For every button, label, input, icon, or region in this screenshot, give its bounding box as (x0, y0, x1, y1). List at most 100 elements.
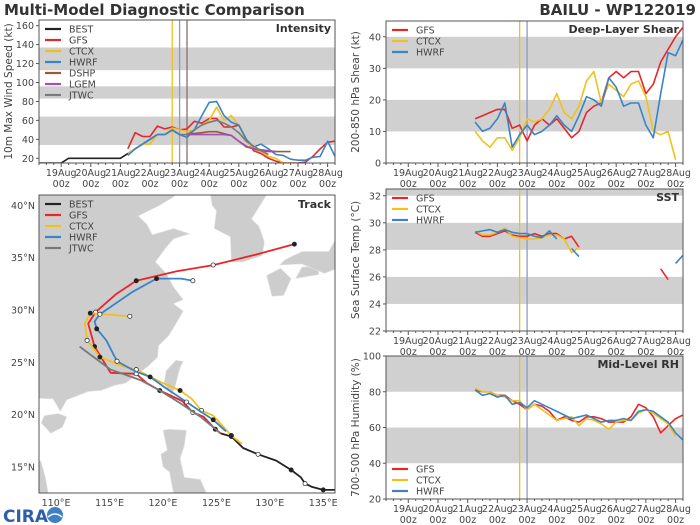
x-tick-label-hour: 00z (112, 179, 129, 190)
legend-label-ctcx: CTCX (416, 476, 442, 487)
x-tick-label-hour: 00z (289, 179, 306, 190)
legend-label-ctcx: CTCX (69, 222, 95, 233)
legend-label-ctcx: CTCX (69, 47, 95, 58)
x-tick-label-date: 25Aug (223, 168, 254, 179)
x-tick-label-hour: 00z (141, 179, 158, 190)
x-tick-label-hour: 00z (578, 179, 595, 190)
y-tick-label: 40 (369, 459, 381, 470)
x-tick-label-hour: 00z (608, 179, 625, 190)
legend-label-gfs: GFS (69, 211, 88, 222)
y-tick-label: 40 (369, 32, 381, 43)
y-tick-label: 20 (369, 495, 381, 506)
x-tick-label-date: 20Aug (423, 168, 454, 179)
land-china (39, 195, 191, 412)
panel-title: Intensity (276, 22, 331, 35)
plot-area (386, 356, 683, 499)
x-tick-label-hour: 00z (260, 179, 277, 190)
legend-label-hwrf: HWRF (69, 233, 98, 244)
shear-panel: 01020304019Aug00z20Aug00z21Aug00z22Aug00… (350, 20, 691, 190)
x-tick-label-date: 26Aug (601, 504, 632, 515)
map-frame (38, 194, 336, 494)
x-tick-label-hour: 00z (608, 515, 625, 525)
y-axis-label: 200-850 hPa Shear (kt) (350, 31, 362, 153)
x-tick-label-date: 22Aug (482, 504, 513, 515)
x-tick-label-date: 27Aug (631, 336, 662, 347)
x-tick-label-hour: 00z (489, 347, 506, 358)
x-tick-label-hour: 00z (230, 179, 247, 190)
x-tick-label-date: 21Aug (452, 168, 483, 179)
y-tick-label: 60 (369, 423, 381, 434)
track-point-marker (97, 311, 103, 317)
x-tick-label-date: 24Aug (541, 168, 572, 179)
x-tick-label-hour: 00z (400, 515, 417, 525)
panel-title: SST (656, 191, 679, 204)
x-tick-label-hour: 00z (667, 515, 684, 525)
land-korea (210, 195, 267, 263)
x-tick-label-hour: 00z (578, 347, 595, 358)
track-line-jtwc (79, 345, 221, 434)
x-tick-label-date: 23Aug (512, 168, 543, 179)
y-tick-label: 20 (369, 95, 381, 106)
x-tick-label-date: 25Aug (571, 504, 602, 515)
x-tick-label-hour: 00z (171, 179, 188, 190)
land-kyushu (266, 267, 292, 297)
series-line-lgem (187, 133, 276, 153)
series-line-jtwc (179, 119, 269, 156)
legend-label-best: BEST (69, 25, 94, 36)
legend-label-best: BEST (69, 200, 94, 211)
x-tick-label-date: 21Aug (452, 336, 483, 347)
track-point-marker (228, 433, 234, 438)
lon-label: 110°E (42, 498, 71, 509)
x-tick-label-date: 19Aug (46, 168, 77, 179)
track-point-marker (147, 374, 153, 380)
track-point-marker (190, 278, 196, 284)
x-tick-label-date: 28Aug (660, 168, 691, 179)
x-tick-label-hour: 00z (519, 515, 536, 525)
track-point-marker (210, 417, 216, 423)
x-tick-label-date: 25Aug (571, 336, 602, 347)
x-tick-label-date: 20Aug (75, 168, 106, 179)
x-tick-label-hour: 00z (489, 179, 506, 190)
y-tick-label: 100 (363, 352, 381, 363)
x-tick-label-hour: 00z (429, 347, 446, 358)
y-tick-label: 60 (22, 116, 34, 127)
y-tick-label: 30 (369, 218, 381, 229)
x-tick-label-hour: 00z (667, 179, 684, 190)
x-tick-label-hour: 00z (519, 179, 536, 190)
plot-area (386, 189, 683, 331)
intensity-panel: 2040608010012014016019Aug00z20Aug00z21Au… (3, 19, 343, 190)
track-point-marker (320, 487, 326, 493)
x-tick-label-hour: 00z (459, 347, 476, 358)
x-tick-label-date: 27Aug (631, 504, 662, 515)
lat-label: 20°N (11, 410, 35, 421)
track-line-hwrf (93, 277, 227, 432)
track-point-marker (302, 481, 308, 487)
x-tick-label-hour: 00z (82, 179, 99, 190)
x-tick-label-hour: 00z (548, 515, 565, 525)
x-tick-label-date: 19Aug (393, 336, 424, 347)
legend-label-hwrf: HWRF (416, 48, 445, 59)
land-hainan (40, 413, 68, 434)
legend-label-hwrf: HWRF (69, 58, 98, 69)
y-tick-label: 30 (369, 64, 381, 75)
x-tick-label-hour: 00z (578, 515, 595, 525)
cira-wave-icon (47, 513, 63, 518)
series-line-ctcx (474, 70, 677, 161)
x-tick-label-date: 19Aug (393, 504, 424, 515)
x-tick-label-hour: 00z (548, 347, 565, 358)
storm-title: BAILU - WP122019 (539, 1, 696, 19)
y-tick-label: 32 (369, 191, 381, 202)
panel-title: Track (298, 198, 332, 211)
legend-label-gfs: GFS (69, 36, 88, 47)
track-point-marker (255, 451, 261, 457)
plot-background (386, 189, 683, 331)
track-point-marker (210, 262, 216, 268)
x-tick-label-date: 23Aug (164, 168, 195, 179)
x-tick-label-hour: 00z (667, 347, 684, 358)
series-line-hwrf (474, 228, 558, 240)
cira-globe-icon (47, 507, 63, 523)
shaded-band (386, 356, 683, 392)
lat-label: 15°N (11, 462, 35, 473)
x-tick-label-date: 23Aug (512, 504, 543, 515)
